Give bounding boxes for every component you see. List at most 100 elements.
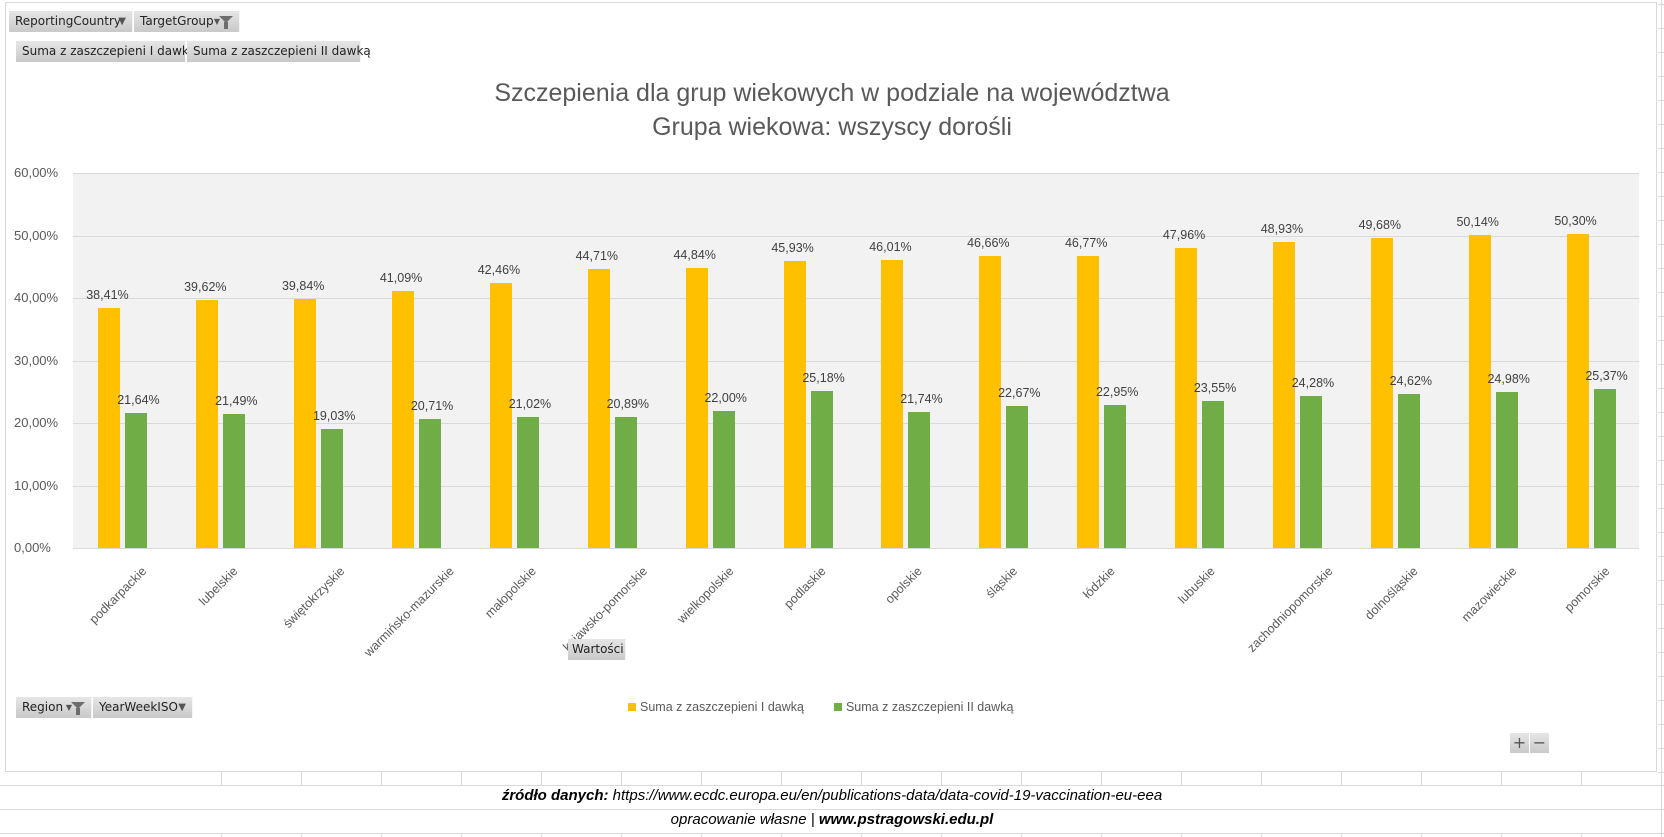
- data-label: 20,89%: [606, 397, 650, 412]
- data-label: 46,77%: [1064, 235, 1108, 250]
- bar-dose2[interactable]: [321, 429, 344, 548]
- field-button-reportingcountry[interactable]: ReportingCountry ▼: [9, 11, 133, 32]
- gridline: [73, 548, 1639, 549]
- field-button-targetgroup[interactable]: TargetGroup ▼: [134, 11, 240, 32]
- sheet-col-line: [1421, 772, 1422, 785]
- sheet-col-line: [861, 833, 862, 837]
- bar-dose1[interactable]: [294, 299, 317, 548]
- values-header-label: Wartości: [572, 642, 624, 656]
- data-label: 50,30%: [1554, 213, 1597, 228]
- bar-dose2[interactable]: [810, 390, 833, 548]
- credit-note: opracowanie własne | www.pstragowski.edu…: [0, 811, 1664, 828]
- filter-icon: [71, 702, 85, 715]
- bar-dose1[interactable]: [587, 268, 610, 548]
- sheet-col-line: [381, 772, 382, 785]
- data-label: 50,14%: [1456, 214, 1499, 229]
- data-label: 24,28%: [1291, 376, 1335, 391]
- data-label: 39,62%: [184, 280, 227, 295]
- field-button-region[interactable]: Region ▼: [16, 697, 92, 718]
- bar-dose1[interactable]: [196, 300, 219, 548]
- bar-dose1[interactable]: [881, 260, 904, 548]
- bar-dose2[interactable]: [1104, 404, 1127, 548]
- bar-dose2[interactable]: [1202, 400, 1225, 548]
- bar-dose2[interactable]: [1299, 396, 1322, 548]
- credit-site: www.pstragowski.edu.pl: [818, 811, 994, 828]
- sheet-col-line: [461, 772, 462, 785]
- legend-swatch: [833, 703, 842, 711]
- bar-dose2[interactable]: [712, 410, 735, 548]
- data-label: 21,02%: [508, 396, 552, 411]
- sheet-col-line: [301, 833, 302, 837]
- bar-dose1[interactable]: [783, 260, 806, 548]
- legend-swatch: [628, 703, 636, 711]
- dropdown-arrow-icon: ▼: [213, 17, 220, 26]
- data-label: 39,84%: [281, 279, 325, 293]
- data-label: 38,41%: [86, 287, 129, 302]
- bar-dose1[interactable]: [1272, 242, 1295, 548]
- legend-item-dose1[interactable]: Suma z zaszczepieni I dawką: [628, 700, 804, 714]
- gridline: [73, 485, 1639, 487]
- data-label: 20,71%: [410, 398, 454, 413]
- sheet-col-line: [621, 772, 622, 785]
- legend-item-dose2[interactable]: Suma z zaszczepieni II dawką: [833, 700, 1013, 714]
- data-label: 21,49%: [215, 393, 258, 408]
- bar-dose2[interactable]: [1006, 406, 1029, 548]
- sheet-col-line: [941, 833, 942, 837]
- sheet-col-line: [221, 833, 222, 837]
- bar-dose1[interactable]: [685, 267, 708, 548]
- bar-dose1[interactable]: [489, 282, 512, 548]
- bar-dose2[interactable]: [223, 413, 246, 548]
- bar-dose2[interactable]: [1397, 394, 1420, 548]
- data-label: 21,74%: [900, 392, 943, 407]
- bar-dose1[interactable]: [98, 307, 121, 548]
- bar-dose1[interactable]: [392, 291, 415, 548]
- y-tick-label: 0,00%: [14, 540, 51, 555]
- sheet-row-line: [0, 833, 1664, 834]
- sheet-row-line: [0, 785, 1664, 786]
- expand-field-button[interactable]: +: [1510, 733, 1529, 753]
- bar-dose1[interactable]: [1370, 237, 1393, 548]
- bar-dose1[interactable]: [1468, 234, 1491, 548]
- values-header-button[interactable]: Wartości: [568, 639, 626, 660]
- field-label: Suma z zaszczepieni II dawką: [193, 44, 371, 58]
- field-button-dose1[interactable]: Suma z zaszczepieni I dawką: [16, 41, 196, 62]
- y-tick-label: 10,00%: [14, 477, 59, 493]
- bar-dose2[interactable]: [1593, 389, 1616, 548]
- gridline: [73, 360, 1639, 362]
- field-button-dose2[interactable]: Suma z zaszczepieni II dawką: [187, 41, 371, 62]
- bar-dose2[interactable]: [419, 418, 442, 548]
- plus-icon: +: [1512, 733, 1527, 752]
- bar-dose2[interactable]: [1495, 391, 1518, 548]
- bar-dose2[interactable]: [516, 416, 539, 548]
- sheet-col-line: [541, 833, 542, 837]
- data-label: 44,84%: [673, 247, 716, 262]
- sheet-col-line: [301, 772, 302, 785]
- gridline: [73, 235, 1639, 237]
- data-label: 25,37%: [1585, 369, 1628, 384]
- bar-dose1[interactable]: [1175, 248, 1198, 548]
- data-label: 47,96%: [1162, 228, 1206, 243]
- y-tick-label: 60,00%: [14, 165, 59, 180]
- sheet-col-line: [861, 772, 862, 785]
- data-label: 21,64%: [117, 392, 160, 407]
- field-label: YearWeekISO: [99, 700, 178, 714]
- bar-dose1[interactable]: [979, 256, 1002, 548]
- field-button-yearweekiso[interactable]: YearWeekISO ▼: [93, 697, 193, 718]
- data-label: 19,03%: [312, 409, 356, 424]
- collapse-field-button[interactable]: −: [1530, 733, 1549, 753]
- bar-dose2[interactable]: [908, 412, 931, 548]
- bar-dose1[interactable]: [1077, 255, 1100, 548]
- field-label: Suma z zaszczepieni I dawką: [22, 44, 197, 58]
- bar-dose2[interactable]: [614, 417, 637, 548]
- sheet-col-line: [1581, 772, 1582, 785]
- bar-dose2[interactable]: [125, 412, 148, 548]
- sheet-col-line: [1101, 833, 1102, 837]
- bar-dose1[interactable]: [1566, 233, 1589, 548]
- sheet-col-line: [1181, 772, 1182, 785]
- sheet-col-line: [1421, 833, 1422, 837]
- sheet-col-line: [1501, 833, 1502, 837]
- data-label: 46,66%: [967, 236, 1010, 251]
- sheet-col-line: [621, 833, 622, 837]
- data-label: 42,46%: [477, 262, 521, 277]
- sheet-col-line: [1581, 833, 1582, 837]
